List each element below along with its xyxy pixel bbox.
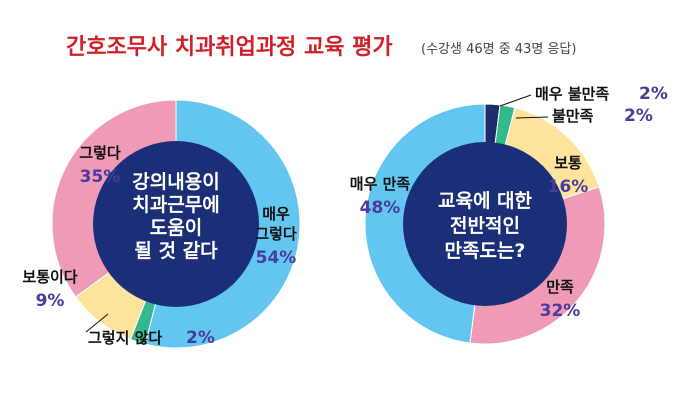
chart-title: 간호조무사 치과취업과정 교육 평가 <box>66 35 393 60</box>
label-매우-불만족: 매우 불만족 <box>535 85 609 103</box>
value-매우-만족: 48% <box>360 198 401 218</box>
leader-line <box>85 313 109 333</box>
label-매우-그렇다: 그렇다 <box>255 225 297 243</box>
label-매우-그렇다: 매우 <box>262 205 290 223</box>
center-title-line: 될 것 같다 <box>134 240 218 262</box>
label-불만족: 불만족 <box>552 107 594 125</box>
value-보통: 16% <box>548 177 589 197</box>
value-매우-불만족: 2% <box>639 84 668 104</box>
center-title-line: 치과근무에 <box>132 194 219 216</box>
center-circle <box>93 141 259 307</box>
value-매우-그렇다: 54% <box>256 248 297 268</box>
label-그렇지-않다: 그렇지 않다 <box>88 329 162 347</box>
label-보통이다: 보통이다 <box>22 268 77 286</box>
center-title-line: 전반적인 <box>450 215 520 237</box>
value-보통이다: 9% <box>36 291 65 311</box>
leader-line <box>499 94 532 107</box>
label-만족: 만족 <box>546 278 574 296</box>
chart-subtitle: (수강생 46명 중 43명 응답) <box>421 42 576 57</box>
label-보통: 보통 <box>554 154 582 172</box>
label-매우-만족: 매우 만족 <box>350 175 411 193</box>
center-circle <box>403 142 567 306</box>
center-title-line: 도움이 <box>150 217 202 239</box>
value-그렇다: 35% <box>80 167 121 187</box>
center-title-line: 교육에 대한 <box>438 190 533 212</box>
center-title-line: 만족도는? <box>445 240 526 262</box>
leader-line <box>515 116 549 119</box>
value-불만족: 2% <box>624 106 653 126</box>
value-만족: 32% <box>540 301 581 321</box>
label-그렇다: 그렇다 <box>79 144 121 162</box>
value-그렇지-않다: 2% <box>186 328 215 348</box>
center-title-line: 강의내용이 <box>132 171 219 193</box>
